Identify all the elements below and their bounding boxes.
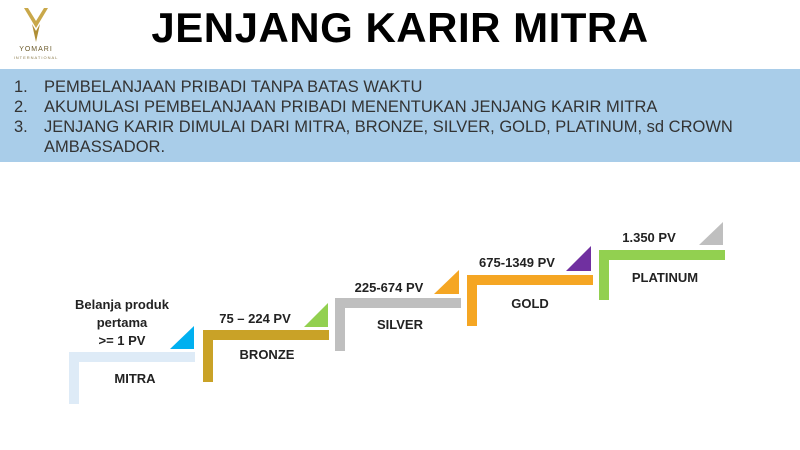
logo-sub-text: INTERNATIONAL — [13, 55, 59, 60]
arrow-silver — [434, 270, 459, 294]
rule-text: AKUMULASI PEMBELANJAAN PRIBADI MENENTUKA… — [44, 98, 658, 116]
level-gold: GOLD — [511, 296, 549, 311]
requirement-gold: 675-1349 PV — [479, 255, 555, 270]
step-bronze — [203, 330, 329, 382]
requirement-platinum: 1.350 PV — [622, 230, 676, 245]
requirement-mitra-line: >= 1 PV — [98, 333, 146, 348]
arrow-gold — [566, 246, 591, 271]
page-title: JENJANG KARIR MITRA — [151, 4, 649, 51]
rule-item: 3. JENJANG KARIR DIMULAI DARI MITRA, BRO… — [14, 117, 774, 157]
logo-brand-text: YOMARI — [19, 46, 53, 53]
requirement-bronze: 75 – 224 PV — [219, 311, 291, 326]
yomari-logo-mark — [24, 8, 48, 42]
level-platinum: PLATINUM — [631, 270, 699, 285]
arrow-mitra — [170, 326, 194, 349]
rules-banner: 1. PEMBELANJAAN PRIBADI TANPA BATAS WAKT… — [0, 69, 800, 162]
requirement-mitra-line: Belanja produk — [75, 297, 169, 312]
requirement-silver: 225-674 PV — [354, 280, 424, 295]
step-platinum — [599, 250, 725, 300]
rule-number: 2. — [14, 98, 28, 116]
step-silver — [335, 298, 461, 351]
rule-number: 1. — [14, 78, 28, 96]
level-bronze: BRONZE — [239, 347, 295, 362]
rule-text: JENJANG KARIR DIMULAI DARI MITRA, BRONZE… — [44, 118, 733, 156]
step-gold — [467, 275, 593, 326]
rule-number: 3. — [14, 118, 28, 136]
arrow-platinum — [699, 222, 723, 245]
rules-list: 1. PEMBELANJAAN PRIBADI TANPA BATAS WAKT… — [14, 77, 774, 157]
step-mitra — [69, 352, 195, 404]
rule-item: 2. AKUMULASI PEMBELANJAAN PRIBADI MENENT… — [14, 97, 774, 117]
rule-text: PEMBELANJAAN PRIBADI TANPA BATAS WAKTU — [44, 78, 423, 96]
yomari-logo: YOMARI INTERNATIONAL — [10, 6, 62, 62]
level-mitra: MITRA — [114, 371, 156, 386]
rule-item: 1. PEMBELANJAAN PRIBADI TANPA BATAS WAKT… — [14, 77, 774, 97]
requirement-mitra: Belanja produk pertama >= 1 PV — [62, 296, 182, 350]
arrow-bronze — [304, 303, 328, 327]
requirement-mitra-line: pertama — [96, 315, 148, 330]
level-silver: SILVER — [377, 317, 423, 332]
